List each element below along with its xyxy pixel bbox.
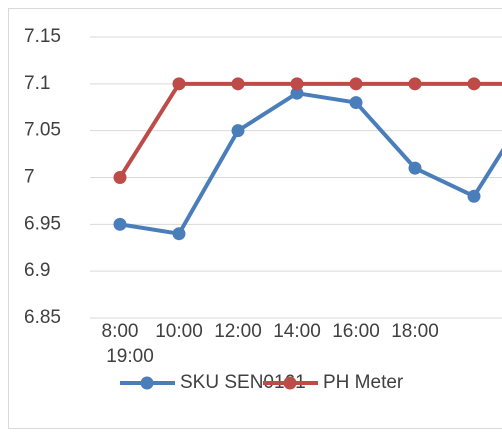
legend-marker [283,376,297,390]
x-tick-label: 16:00 [332,321,380,342]
y-tick-label: 6.85 [24,307,61,328]
y-tick-label: 7.15 [24,26,61,47]
x-tick-label: 14:00 [273,321,321,342]
data-point [231,77,245,91]
series-line [118,81,502,179]
data-point [113,171,127,184]
legend-label: SKU SEN0161 [180,372,306,393]
data-point [172,227,186,241]
legend-label: PH Meter [323,372,404,393]
data-point [408,77,422,91]
data-point [231,124,245,138]
y-tick-label: 7.1 [24,73,50,94]
data-point [172,77,186,91]
data-point [408,161,422,175]
x-tick-label: 18:00 [391,321,439,342]
x-tick-label: 8:00 [102,321,139,342]
data-point [467,189,481,203]
data-point [290,86,304,100]
data-point [113,217,127,231]
chart-border [8,8,502,429]
data-point [467,77,481,91]
x-axis-note: 19:00 [106,346,154,367]
data-point [349,96,363,110]
series-line [119,91,502,236]
data-point [290,77,304,91]
y-tick-label: 7.05 [24,120,61,141]
y-tick-label: 6.95 [24,213,61,234]
x-tick-label: 10:00 [155,321,203,342]
y-tick-label: 6.9 [24,260,50,281]
x-tick-label: 12:00 [214,321,262,342]
data-point [349,77,363,91]
y-tick-label: 7 [24,167,35,188]
legend-marker [140,376,154,390]
